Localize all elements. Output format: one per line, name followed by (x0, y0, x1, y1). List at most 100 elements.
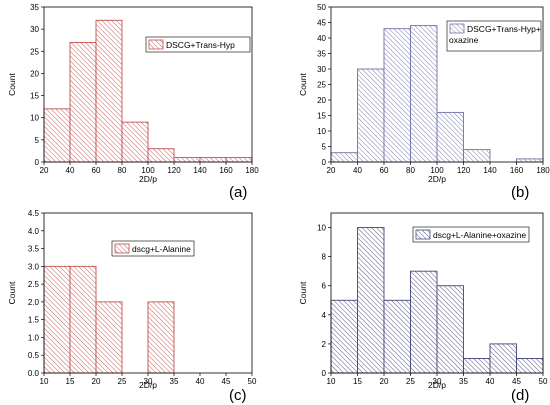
panel-label: (d) (511, 387, 529, 404)
y-tick-label: 4.5 (28, 209, 40, 218)
y-tick-label: 2.5 (28, 280, 40, 289)
bars-group (43, 265, 175, 374)
y-tick-label: 20 (317, 96, 326, 105)
x-tick-label: 180 (245, 166, 259, 175)
legend-swatch (114, 243, 130, 254)
y-tick-label: 35 (30, 3, 39, 12)
histogram-bar (69, 41, 97, 163)
x-tick-label: 100 (430, 166, 444, 175)
histogram-bar (357, 227, 385, 374)
y-tick-label: 5 (322, 143, 327, 152)
plot-frame (43, 6, 253, 163)
y-tick-label: 35 (317, 50, 326, 59)
y-tick-label: 5 (35, 136, 40, 145)
x-tick-label: 40 (196, 377, 205, 386)
histogram-bar (489, 343, 517, 374)
y-axis-label: Count (7, 73, 17, 96)
panel-a: 20 40 60 80 100 120 140 160 180 0 5 10 15 20 25 30 35 D… (7, 3, 259, 201)
x-tick-label: 160 (219, 166, 233, 175)
x-tick-label: 35 (459, 377, 468, 386)
x-tick-label: 50 (248, 377, 257, 386)
y-tick-label: 10 (30, 114, 39, 123)
x-tick-label: 20 (92, 377, 101, 386)
legend: DSCG+Trans-Hyp+ oxazine (446, 20, 542, 52)
bars-group (330, 227, 544, 374)
histogram-bar (357, 68, 385, 163)
y-axis-label: Count (298, 73, 308, 96)
histogram-bar (463, 358, 491, 374)
y-axis-ticks: 0.0 0.5 1.0 1.5 2.0 2.5 3.0 3.5 4.0 4.5 (28, 209, 44, 378)
legend-label: DSCG+Trans-Hyp+ (467, 24, 541, 34)
histogram-bar (516, 358, 544, 374)
histogram-bar (43, 265, 71, 374)
histogram-bar (383, 28, 411, 163)
x-tick-label: 35 (170, 377, 179, 386)
x-tick-label: 45 (222, 377, 231, 386)
x-tick-label: 10 (40, 377, 49, 386)
histogram-bar (410, 25, 438, 163)
plot-frame (43, 212, 253, 374)
histogram-bar (121, 121, 149, 163)
y-axis-label: Count (298, 281, 308, 304)
legend-box (145, 36, 251, 53)
panel-b: 20 40 60 80 100 120 140 160 180 0 5 10 15 20 25 30 35 40… (298, 3, 550, 201)
x-tick-label: 20 (380, 377, 389, 386)
legend: dscg+L-Alanine+oxazine (412, 226, 530, 243)
panel-label: (c) (229, 387, 247, 404)
bars-group (330, 25, 544, 163)
x-tick-label: 15 (353, 377, 362, 386)
histogram-bar (95, 19, 123, 163)
x-axis-label: 2D/p (428, 174, 446, 184)
bars-group (43, 19, 253, 163)
y-tick-label: 15 (317, 112, 326, 121)
x-tick-label: 160 (510, 166, 524, 175)
panel-label: (b) (511, 184, 529, 201)
x-tick-label: 180 (536, 166, 550, 175)
y-tick-label: 10 (317, 127, 326, 136)
x-axis-ticks: 10 15 20 25 30 35 40 45 50 (327, 373, 548, 386)
x-tick-label: 50 (539, 377, 548, 386)
histogram-bar (410, 270, 438, 374)
x-tick-label: 45 (512, 377, 521, 386)
y-tick-label: 30 (30, 25, 39, 34)
y-tick-label: 0.0 (28, 369, 40, 378)
y-axis-ticks: 0 5 10 15 20 25 30 35 (30, 3, 44, 167)
y-tick-label: 4.0 (28, 227, 40, 236)
x-axis-ticks: 20 40 60 80 100 120 140 160 180 (327, 162, 550, 175)
x-tick-label: 20 (40, 166, 49, 175)
y-tick-label: 40 (317, 34, 326, 43)
histogram-bar (330, 152, 358, 163)
histogram-bar (436, 111, 464, 163)
x-tick-label: 25 (118, 377, 127, 386)
x-tick-label: 120 (167, 166, 181, 175)
y-tick-label: 3.5 (28, 245, 40, 254)
x-tick-label: 140 (193, 166, 207, 175)
histogram-bar (95, 301, 123, 374)
y-tick-label: 8 (322, 253, 327, 262)
histogram-bar (147, 301, 175, 374)
histogram-bar (43, 108, 71, 163)
legend-label: dscg+L-Alanine (132, 244, 191, 254)
legend-box (111, 240, 195, 257)
x-tick-label: 120 (457, 166, 471, 175)
legend: dscg+L-Alanine (111, 240, 195, 257)
histogram-bar (173, 157, 201, 163)
x-tick-label: 30 (433, 377, 442, 386)
y-tick-label: 0 (322, 369, 327, 378)
y-tick-label: 25 (317, 81, 326, 90)
histogram-bar (147, 148, 175, 163)
y-tick-label: 3.0 (28, 262, 40, 271)
y-tick-label: 1.5 (28, 316, 40, 325)
y-tick-label: 1.0 (28, 333, 40, 342)
x-tick-label: 30 (144, 377, 153, 386)
x-tick-label: 60 (92, 166, 101, 175)
legend-label-line2: oxazine (449, 35, 479, 45)
plot-frame (330, 6, 544, 163)
x-axis-label: 2D/p (139, 380, 157, 390)
legend-label: DSCG+Trans-Hyp (166, 40, 235, 50)
legend-label: dscg+L-Alanine+oxazine (433, 230, 526, 240)
y-tick-label: 2 (322, 340, 327, 349)
y-tick-label: 50 (317, 3, 326, 12)
legend-swatch (148, 39, 164, 50)
